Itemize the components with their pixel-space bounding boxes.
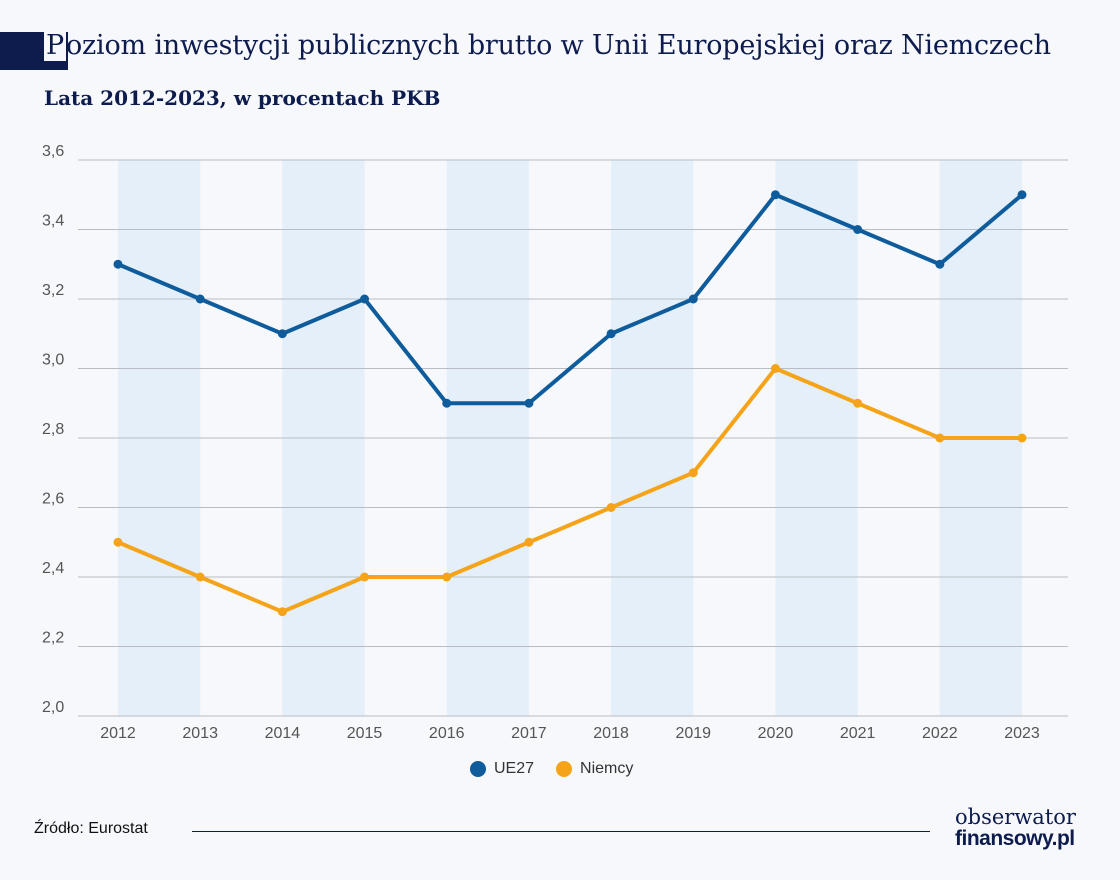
x-tick-label: 2019 bbox=[675, 725, 711, 742]
x-tick-label: 2023 bbox=[1004, 725, 1040, 742]
legend-item-ue27: UE27 bbox=[470, 760, 534, 778]
x-tick-label: 2022 bbox=[922, 725, 958, 742]
x-tick-label: 2016 bbox=[429, 725, 465, 742]
data-point-ue27 bbox=[524, 398, 534, 408]
x-tick-label: 2013 bbox=[182, 725, 218, 742]
data-point-ue27 bbox=[935, 259, 945, 269]
x-tick-label: 2021 bbox=[840, 725, 876, 742]
logo-line-2: finansowy.pl bbox=[955, 827, 1075, 850]
y-tick-label: 3,0 bbox=[42, 352, 64, 369]
x-tick-label: 2020 bbox=[758, 725, 794, 742]
y-tick-label: 3,2 bbox=[42, 282, 64, 299]
data-point-niemcy bbox=[853, 398, 863, 408]
data-point-ue27 bbox=[113, 259, 123, 269]
data-point-ue27 bbox=[360, 294, 370, 304]
footer-divider bbox=[192, 831, 930, 832]
x-tick-label: 2018 bbox=[593, 725, 629, 742]
y-tick-label: 2,8 bbox=[42, 421, 64, 438]
data-point-niemcy bbox=[688, 468, 698, 478]
data-point-niemcy bbox=[1017, 433, 1027, 443]
x-tick-label: 2012 bbox=[100, 725, 136, 742]
source-note: Źródło: Eurostat bbox=[34, 820, 148, 837]
legend: UE27 Niemcy bbox=[470, 760, 633, 778]
y-tick-label: 3,4 bbox=[42, 213, 64, 230]
series-line-ue27 bbox=[116, 192, 1024, 406]
title-rest: oziom inwestycji publicznych brutto w Un… bbox=[65, 30, 1051, 61]
data-point-niemcy bbox=[524, 537, 534, 547]
data-point-ue27 bbox=[770, 190, 780, 200]
legend-label-niemcy: Niemcy bbox=[580, 760, 634, 777]
logo-line-1: obserwator bbox=[955, 805, 1076, 829]
brand-logo: obserwator finansowy.pl bbox=[955, 806, 1095, 850]
legend-label-ue27: UE27 bbox=[494, 760, 535, 777]
legend-swatch-niemcy bbox=[556, 761, 573, 777]
data-point-niemcy bbox=[360, 572, 370, 582]
y-tick-label: 2,6 bbox=[42, 491, 64, 508]
y-tick-label: 2,2 bbox=[42, 630, 64, 647]
chart-title: Poziom inwestycji publicznych brutto w U… bbox=[44, 30, 1051, 61]
data-point-ue27 bbox=[853, 225, 863, 234]
data-point-niemcy bbox=[113, 537, 123, 547]
data-point-ue27 bbox=[688, 294, 698, 304]
title-first-letter: P bbox=[44, 30, 66, 61]
y-tick-label: 2,0 bbox=[42, 699, 64, 716]
series-line-niemcy bbox=[116, 366, 1024, 614]
data-point-ue27 bbox=[1017, 190, 1027, 200]
x-tick-label: 2014 bbox=[265, 725, 301, 742]
data-point-niemcy bbox=[770, 364, 780, 373]
data-point-ue27 bbox=[606, 329, 616, 339]
x-tick-label: 2015 bbox=[347, 725, 383, 742]
y-tick-label: 3,6 bbox=[42, 143, 64, 160]
data-point-ue27 bbox=[442, 398, 452, 408]
legend-item-niemcy: Niemcy bbox=[556, 760, 633, 778]
chart-subtitle: Lata 2012-2023, w procentach PKB bbox=[44, 86, 441, 110]
data-point-niemcy bbox=[442, 572, 452, 582]
data-point-niemcy bbox=[606, 503, 616, 512]
data-point-niemcy bbox=[935, 433, 945, 443]
data-point-niemcy bbox=[277, 607, 287, 617]
x-tick-label: 2017 bbox=[511, 725, 547, 742]
y-tick-label: 2,4 bbox=[42, 560, 64, 577]
data-point-ue27 bbox=[195, 294, 205, 304]
data-point-ue27 bbox=[277, 329, 287, 339]
legend-swatch-ue27 bbox=[470, 761, 486, 777]
data-point-niemcy bbox=[195, 572, 205, 582]
